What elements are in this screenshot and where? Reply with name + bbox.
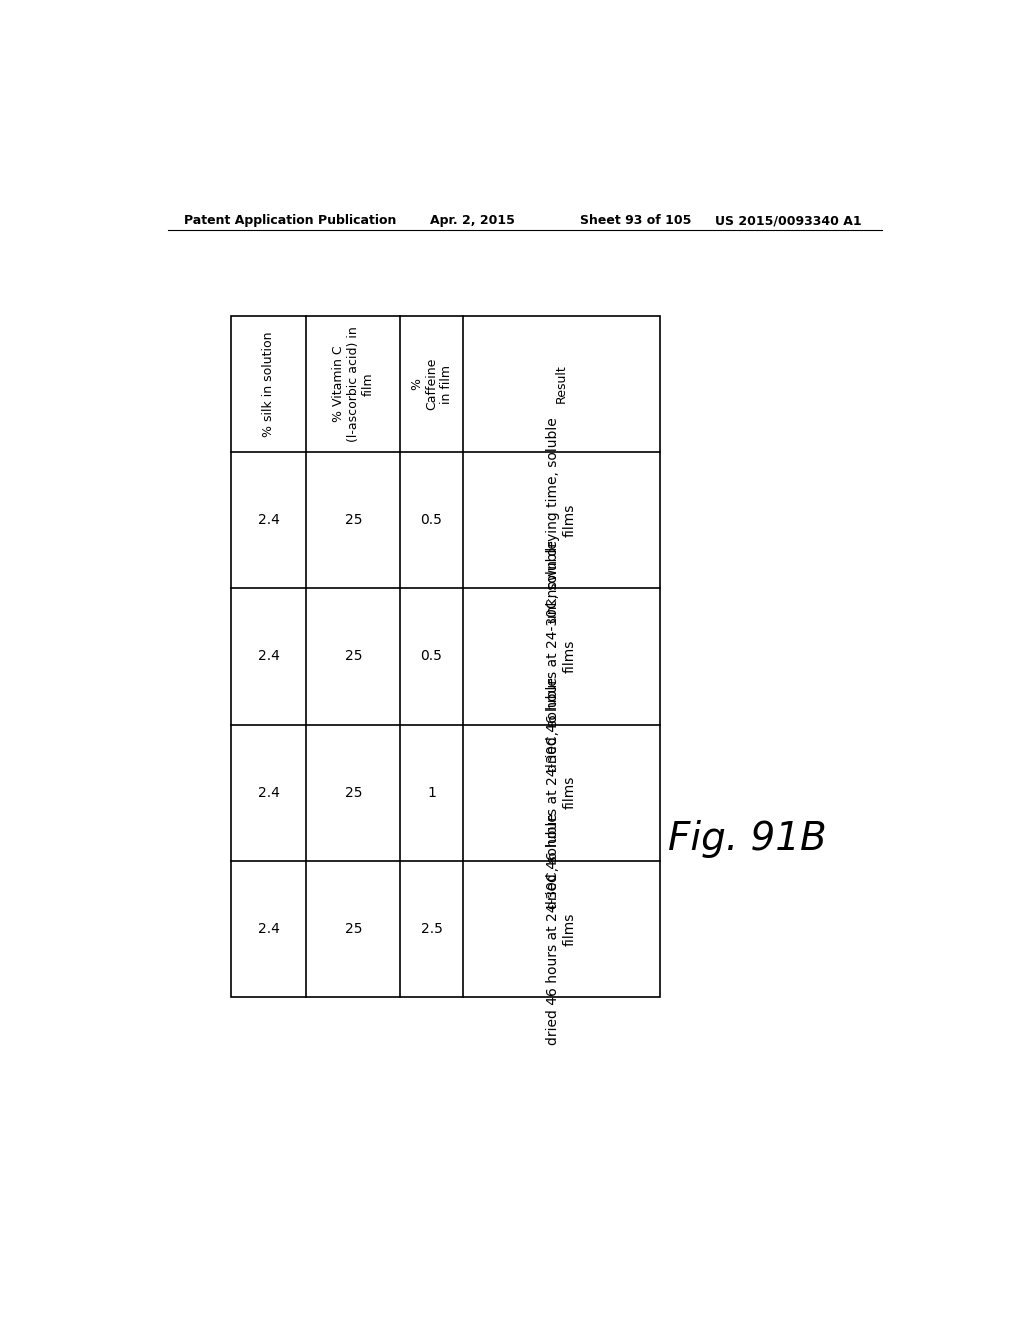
Text: Fig. 91B: Fig. 91B: [668, 821, 826, 858]
Text: 25: 25: [344, 785, 362, 800]
Text: dried 46 hours at 24-30C, soluble
films: dried 46 hours at 24-30C, soluble films: [546, 540, 577, 772]
Text: US 2015/0093340 A1: US 2015/0093340 A1: [715, 214, 862, 227]
Text: Result: Result: [555, 364, 567, 404]
Text: 2.5: 2.5: [421, 921, 442, 936]
Text: % silk in solution: % silk in solution: [262, 331, 275, 437]
Text: 0.5: 0.5: [421, 513, 442, 527]
Text: 2.4: 2.4: [258, 513, 280, 527]
Text: 25: 25: [344, 649, 362, 664]
Text: %
Caffeine
in film: % Caffeine in film: [410, 358, 453, 411]
Text: % Vitamin C
(l-ascorbic acid) in
film: % Vitamin C (l-ascorbic acid) in film: [332, 326, 375, 442]
Text: 25: 25: [344, 921, 362, 936]
Text: dried 46 hours at 24-30C, soluble
films: dried 46 hours at 24-30C, soluble films: [546, 813, 577, 1044]
Text: 2.4: 2.4: [258, 785, 280, 800]
Text: 0.5: 0.5: [421, 649, 442, 664]
Text: Apr. 2, 2015: Apr. 2, 2015: [430, 214, 514, 227]
Text: 2.4: 2.4: [258, 649, 280, 664]
Text: unknown drying time, soluble
films: unknown drying time, soluble films: [546, 417, 577, 623]
Text: 1: 1: [427, 785, 436, 800]
Text: Patent Application Publication: Patent Application Publication: [183, 214, 396, 227]
Text: Sheet 93 of 105: Sheet 93 of 105: [581, 214, 692, 227]
Text: 2.4: 2.4: [258, 921, 280, 936]
Bar: [231, 315, 659, 997]
Text: dried 46 hours at 24-30C, soluble
films: dried 46 hours at 24-30C, soluble films: [546, 677, 577, 908]
Text: 25: 25: [344, 513, 362, 527]
